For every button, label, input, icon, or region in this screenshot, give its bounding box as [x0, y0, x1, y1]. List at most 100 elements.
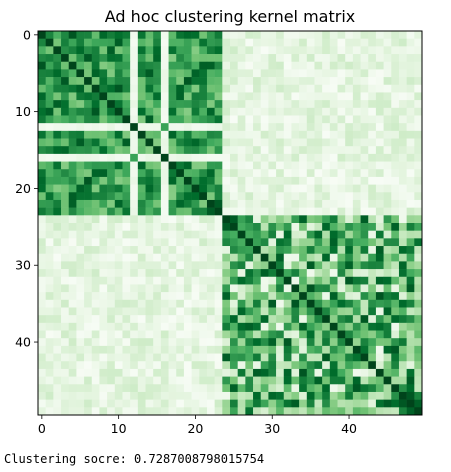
- heatmap-cell: [291, 100, 300, 109]
- heatmap-cell: [45, 77, 54, 86]
- heatmap-cell: [61, 246, 70, 255]
- heatmap-cell: [322, 69, 331, 78]
- heatmap-cell: [237, 100, 246, 109]
- heatmap-cell: [76, 161, 85, 170]
- heatmap-cell: [206, 184, 215, 193]
- heatmap-cell: [199, 69, 208, 78]
- heatmap-cell: [61, 84, 70, 93]
- heatmap-cell: [306, 207, 315, 216]
- heatmap-cell: [107, 322, 116, 331]
- heatmap-cell: [91, 77, 100, 86]
- heatmap-cell: [206, 307, 215, 316]
- heatmap-cell: [291, 69, 300, 78]
- heatmap-cell: [45, 238, 54, 247]
- heatmap-cell: [283, 192, 292, 201]
- heatmap-cell: [291, 299, 300, 308]
- heatmap-cell: [38, 384, 46, 393]
- heatmap-cell: [237, 391, 246, 400]
- heatmap-cell: [137, 269, 146, 278]
- heatmap-cell: [283, 123, 292, 132]
- heatmap-cell: [237, 238, 246, 247]
- heatmap-cell: [391, 269, 400, 278]
- heatmap-cell: [368, 176, 377, 185]
- heatmap-cell: [383, 407, 392, 416]
- heatmap-cell: [137, 169, 146, 178]
- heatmap-cell: [306, 54, 315, 63]
- heatmap-cell: [253, 161, 262, 170]
- heatmap-cell: [391, 384, 400, 393]
- heatmap-cell: [222, 69, 231, 78]
- heatmap-cell: [137, 115, 146, 124]
- heatmap-cell: [230, 115, 238, 124]
- heatmap-cell: [206, 230, 215, 239]
- heatmap-cell: [214, 161, 223, 170]
- heatmap-cell: [337, 115, 346, 124]
- heatmap-cell: [45, 192, 54, 201]
- heatmap-cell: [68, 77, 77, 86]
- heatmap-cell: [222, 407, 231, 416]
- heatmap-cell: [76, 223, 85, 231]
- heatmap-cell: [76, 77, 85, 86]
- heatmap-cell: [153, 384, 162, 393]
- heatmap-cell: [45, 407, 54, 416]
- heatmap-cell: [230, 230, 238, 239]
- heatmap-cell: [130, 54, 139, 63]
- heatmap-cell: [260, 330, 269, 339]
- heatmap-cell: [214, 130, 223, 139]
- heatmap-cell: [337, 146, 346, 155]
- heatmap-cell: [352, 176, 361, 185]
- heatmap-cell: [360, 299, 369, 308]
- heatmap-cell: [299, 146, 308, 155]
- heatmap-cell: [391, 84, 400, 93]
- heatmap-cell: [168, 384, 177, 393]
- heatmap-cell: [53, 391, 62, 400]
- heatmap-cell: [398, 161, 407, 170]
- heatmap-cell: [230, 261, 238, 270]
- heatmap-cell: [222, 368, 231, 377]
- heatmap-cell: [375, 199, 384, 208]
- heatmap-cell: [398, 361, 407, 370]
- heatmap-cell: [91, 153, 100, 162]
- heatmap-cell: [137, 391, 146, 400]
- heatmap-cell: [291, 338, 300, 347]
- heatmap-cell: [237, 169, 246, 178]
- heatmap-cell: [352, 215, 361, 224]
- heatmap-cell: [360, 384, 369, 393]
- heatmap-cell: [406, 292, 415, 301]
- heatmap-cell: [260, 38, 269, 47]
- heatmap-cell: [375, 246, 384, 255]
- heatmap-cell: [153, 269, 162, 278]
- heatmap-cell: [414, 123, 423, 132]
- heatmap-cell: [45, 176, 54, 185]
- heatmap-cell: [345, 207, 354, 216]
- heatmap-cell: [268, 253, 277, 262]
- heatmap-cell: [260, 238, 269, 247]
- heatmap-cell: [45, 123, 54, 132]
- heatmap-cell: [53, 284, 62, 293]
- heatmap-cell: [306, 31, 315, 39]
- heatmap-cell: [322, 299, 331, 308]
- heatmap-cell: [245, 361, 254, 370]
- heatmap-cell: [114, 307, 123, 316]
- heatmap-cell: [183, 215, 192, 224]
- heatmap-cell: [45, 69, 54, 78]
- heatmap-cell: [314, 153, 323, 162]
- heatmap-cell: [391, 138, 400, 147]
- heatmap-cell: [45, 146, 54, 155]
- heatmap-cell: [253, 184, 262, 193]
- heatmap-cell: [253, 330, 262, 339]
- heatmap-cell: [183, 84, 192, 93]
- heatmap-cell: [183, 246, 192, 255]
- heatmap-cell: [145, 69, 154, 78]
- heatmap-cell: [206, 384, 215, 393]
- heatmap-cell: [199, 238, 208, 247]
- heatmap-cell: [283, 92, 292, 101]
- heatmap-cell: [191, 138, 200, 147]
- heatmap-cell: [322, 115, 331, 124]
- heatmap-cell: [176, 184, 185, 193]
- heatmap-cell: [76, 54, 85, 63]
- heatmap-cell: [360, 31, 369, 39]
- heatmap-cell: [283, 230, 292, 239]
- heatmap-cell: [368, 107, 377, 116]
